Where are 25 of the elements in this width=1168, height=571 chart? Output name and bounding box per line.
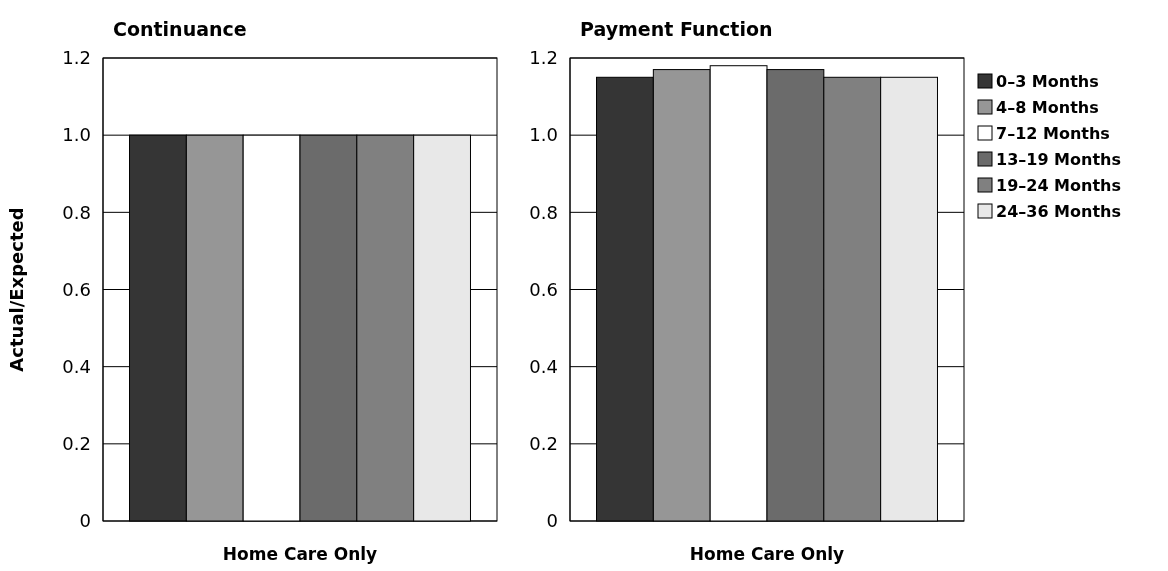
y-tick-label: 0.2 xyxy=(62,433,91,455)
y-tick-label: 1.2 xyxy=(529,47,558,69)
y-tick-label: 0.8 xyxy=(529,201,558,223)
y-tick-label: 0.6 xyxy=(529,278,558,300)
y-tick-label: 0.6 xyxy=(62,278,91,300)
chart-title: Payment Function xyxy=(580,18,773,40)
y-tick-label: 0 xyxy=(79,510,91,532)
legend-label: 4–8 Months xyxy=(996,97,1099,117)
y-tick-label: 1.2 xyxy=(62,47,91,69)
legend-label: 7–12 Months xyxy=(996,123,1110,143)
y-tick-label: 1.0 xyxy=(62,124,91,146)
chart-title: Continuance xyxy=(113,18,247,40)
y-tick-label: 0.2 xyxy=(529,433,558,455)
y-tick-label: 0.4 xyxy=(62,355,91,377)
y-axis-title: Actual/Expected xyxy=(6,207,27,372)
legend-label: 19–24 Months xyxy=(996,175,1121,195)
y-tick-label: 1.0 xyxy=(529,124,558,146)
legend-label: 13–19 Months xyxy=(996,149,1121,169)
y-tick-label: 0.4 xyxy=(529,355,558,377)
legend-label: 24–36 Months xyxy=(996,201,1121,221)
y-tick-label: 0.8 xyxy=(62,201,91,223)
legend-label: 0–3 Months xyxy=(996,71,1099,91)
y-tick-label: 0 xyxy=(546,510,558,532)
x-axis-title: Home Care Only xyxy=(222,544,378,564)
x-axis-title: Home Care Only xyxy=(689,544,845,564)
